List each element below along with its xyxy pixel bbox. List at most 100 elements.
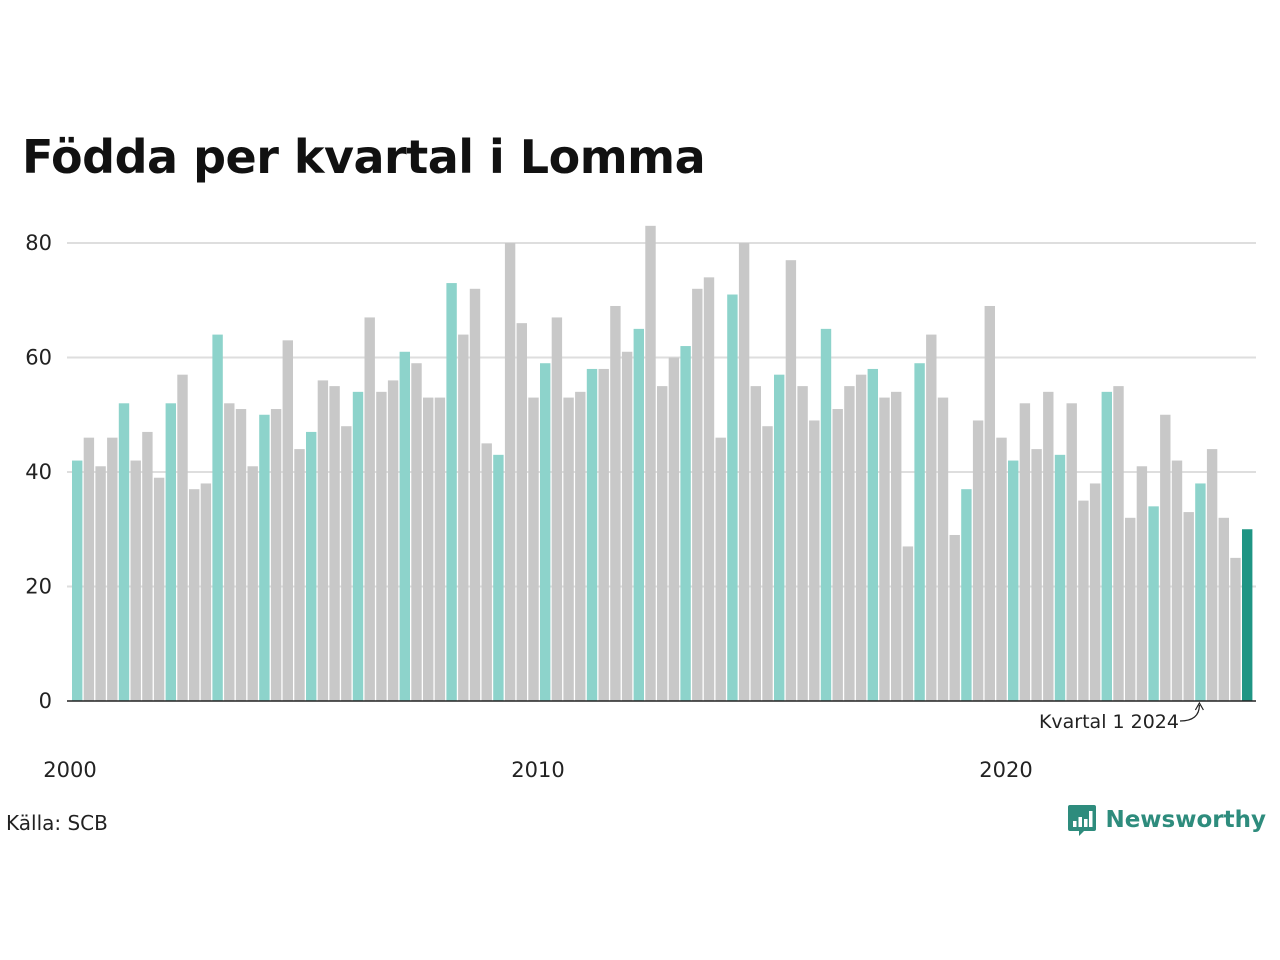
bar	[680, 346, 691, 701]
bar	[551, 317, 563, 701]
bar	[458, 334, 469, 701]
bar	[130, 460, 141, 701]
bar	[364, 317, 375, 701]
bar	[469, 288, 481, 701]
bar	[1218, 517, 1229, 701]
bar	[1242, 529, 1253, 701]
bar	[855, 374, 867, 701]
bar	[446, 283, 457, 701]
bar-chart: 0 20 40 60 80 2000 2010 2020 Kvartal 1 2024	[25, 225, 1256, 782]
bar	[926, 334, 937, 701]
bar	[1089, 483, 1101, 701]
bar	[715, 437, 726, 701]
bar	[434, 397, 446, 701]
bar	[376, 391, 387, 701]
bar	[516, 323, 527, 701]
bar	[83, 437, 95, 701]
y-tick-label: 60	[25, 346, 52, 370]
bar	[575, 391, 586, 701]
bar	[540, 363, 551, 701]
bar	[657, 386, 668, 701]
bar	[1206, 449, 1218, 701]
bar	[1101, 391, 1112, 701]
y-tick-label: 80	[25, 231, 52, 255]
bar	[1054, 454, 1066, 701]
bar	[879, 397, 890, 701]
bar	[949, 534, 960, 701]
bar	[750, 386, 761, 701]
bar	[118, 403, 130, 701]
bar	[727, 294, 738, 701]
bar	[341, 426, 352, 701]
bar	[72, 460, 83, 701]
bar	[1183, 512, 1194, 701]
bar	[481, 443, 492, 701]
bar	[107, 437, 118, 701]
bar	[352, 391, 364, 701]
bar	[598, 368, 609, 701]
bar	[200, 483, 212, 701]
bar	[984, 305, 995, 701]
bar	[633, 328, 644, 701]
bar	[165, 403, 176, 701]
bar	[1078, 500, 1089, 701]
annotation-arrow	[1179, 704, 1200, 722]
bar	[762, 426, 773, 701]
brand-name: Newsworthy	[1105, 807, 1266, 833]
bar	[1136, 466, 1148, 701]
bar	[809, 420, 820, 701]
chart-title: Födda per kvartal i Lomma	[22, 130, 706, 184]
newsworthy-logo-icon	[1068, 805, 1097, 836]
bar	[937, 397, 949, 701]
bar	[212, 334, 223, 701]
bar	[703, 277, 715, 701]
bar	[259, 414, 270, 701]
bar	[270, 409, 282, 701]
bar	[867, 368, 878, 701]
bar	[820, 328, 832, 701]
bar	[621, 351, 633, 701]
x-tick-label: 2020	[979, 758, 1032, 782]
bar	[1195, 483, 1206, 701]
bar	[832, 409, 843, 701]
bar	[247, 466, 258, 701]
bar	[306, 431, 317, 701]
bar	[1066, 403, 1077, 701]
bar	[189, 489, 200, 701]
bar	[1008, 460, 1019, 701]
bar	[844, 386, 855, 701]
bar	[610, 305, 621, 701]
bar	[235, 409, 247, 701]
bar	[387, 380, 399, 701]
bar	[738, 243, 750, 701]
bar	[914, 363, 925, 701]
annotation: Kvartal 1 2024	[1039, 701, 1204, 733]
bar	[142, 431, 153, 701]
bar	[891, 391, 902, 701]
bar	[774, 374, 785, 701]
bar	[586, 368, 598, 701]
bar	[902, 546, 914, 701]
bar	[411, 363, 422, 701]
annotation-label: Kvartal 1 2024	[1039, 711, 1179, 733]
bar	[95, 466, 106, 701]
bar	[1230, 557, 1241, 701]
x-tick-label: 2010	[511, 758, 564, 782]
bar	[282, 340, 293, 701]
bar	[961, 489, 972, 701]
bar	[563, 397, 574, 701]
bar	[1148, 506, 1159, 701]
bar	[1031, 449, 1042, 701]
annotation-arrowhead	[1194, 701, 1204, 711]
bar	[493, 454, 504, 701]
bar	[1113, 386, 1124, 701]
y-tick-label: 40	[25, 460, 52, 484]
bar	[294, 449, 305, 701]
bar	[224, 403, 235, 701]
bar	[528, 397, 539, 701]
bar	[177, 374, 188, 701]
bar	[423, 397, 434, 701]
bar	[692, 288, 703, 701]
bar	[399, 351, 410, 701]
brand-logo: Newsworthy	[1067, 803, 1266, 837]
